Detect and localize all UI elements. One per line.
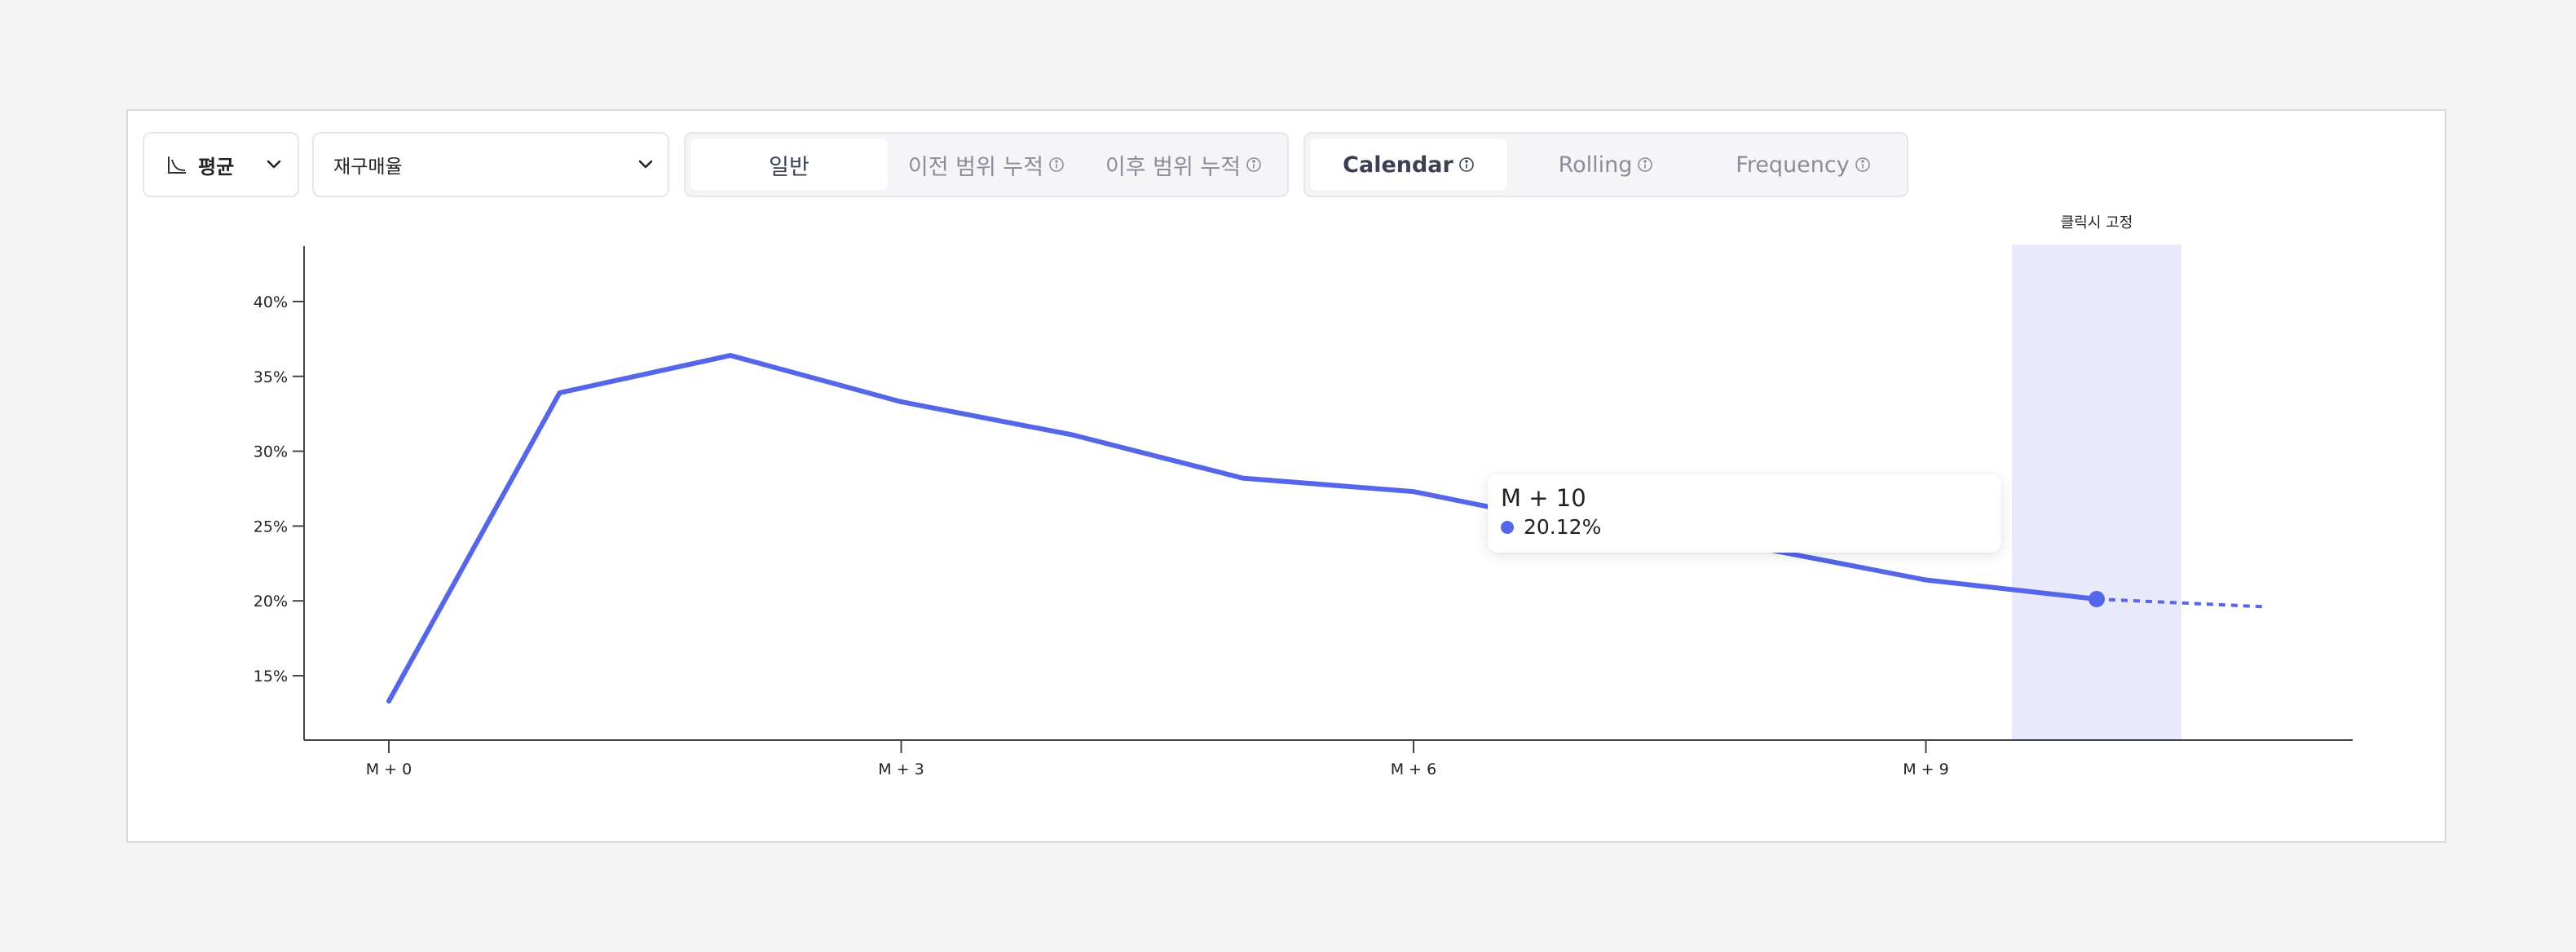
tab-frequency[interactable]: Frequency	[1705, 139, 1902, 191]
chevron-down-icon	[635, 154, 656, 175]
y-tick-label: 35%	[254, 368, 288, 386]
tab-label: Frequency	[1736, 152, 1850, 178]
series-dot	[1501, 520, 1514, 534]
y-tick-label: 20%	[254, 593, 288, 610]
x-tick-label: M + 9	[1903, 760, 1948, 778]
aggregate-dropdown[interactable]: 평균	[143, 132, 299, 197]
period-tabs: Calendar Rolling Frequency	[1303, 132, 1908, 197]
y-tick-label: 15%	[254, 668, 288, 685]
y-tick-label: 30%	[254, 443, 288, 461]
tab-general[interactable]: 일반	[690, 139, 888, 191]
tooltip-title: M + 10	[1501, 484, 1586, 512]
tab-previous-cumulative[interactable]: 이전 범위 누적	[888, 139, 1085, 191]
aggregate-label: 평균	[198, 155, 235, 178]
highlight-label: 클릭시 고정	[2061, 214, 2133, 231]
info-icon[interactable]	[1458, 156, 1475, 173]
x-tick-label: M + 0	[366, 760, 412, 778]
x-tick-label: M + 3	[878, 760, 924, 778]
tab-label: 일반	[769, 154, 809, 180]
tab-next-cumulative[interactable]: 이후 범위 누적	[1085, 139, 1282, 191]
tooltip-value: 20.12%	[1524, 515, 1602, 539]
highlight-band[interactable]	[2012, 245, 2181, 740]
y-tick-label: 40%	[254, 293, 288, 311]
selected-point[interactable]	[2089, 591, 2105, 608]
info-icon[interactable]	[1855, 156, 1871, 173]
accumulation-tabs: 일반 이전 범위 누적 이후 범위 누적	[684, 132, 1289, 197]
y-tick-label: 25%	[254, 518, 288, 536]
tab-label: Rolling	[1558, 152, 1633, 178]
metric-dropdown[interactable]: 재구매율	[312, 132, 669, 197]
line-chart-icon	[165, 153, 188, 176]
chevron-down-icon	[263, 154, 285, 175]
info-icon[interactable]	[1637, 156, 1653, 173]
tab-rolling[interactable]: Rolling	[1507, 139, 1705, 191]
chart-tooltip: M + 10 20.12%	[1488, 474, 2001, 553]
projected-line	[2096, 597, 2268, 609]
tab-label: 이전 범위 누적	[907, 154, 1044, 180]
info-icon[interactable]	[1246, 156, 1262, 173]
tab-label: 이후 범위 누적	[1105, 154, 1242, 180]
metric-label: 재구매율	[333, 156, 403, 178]
series-line	[386, 353, 2099, 704]
tab-label: Calendar	[1343, 152, 1453, 178]
x-tick-label: M + 6	[1391, 760, 1436, 778]
tab-calendar[interactable]: Calendar	[1310, 139, 1507, 191]
info-icon[interactable]	[1048, 156, 1065, 173]
